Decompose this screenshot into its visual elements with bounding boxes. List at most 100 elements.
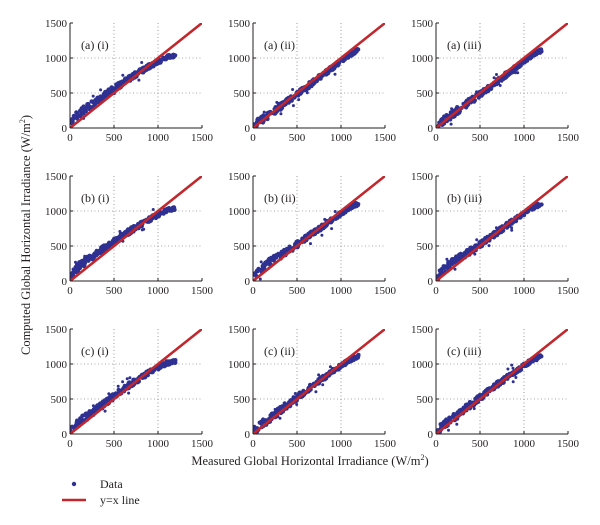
reference-line xyxy=(436,329,568,434)
data-point xyxy=(447,415,452,421)
reference-line xyxy=(436,176,568,281)
data-point xyxy=(269,255,274,260)
y-tick-label: 500 xyxy=(51,394,68,406)
data-point xyxy=(104,90,109,95)
data-point xyxy=(86,102,91,107)
data-point xyxy=(323,217,327,221)
y-tick-label: 0 xyxy=(245,429,251,441)
y-tick-label: 1000 xyxy=(411,53,434,65)
data-point xyxy=(89,99,94,104)
data-point xyxy=(455,422,459,426)
x-tick-label: 500 xyxy=(106,285,123,297)
data-point xyxy=(441,421,446,426)
data-point xyxy=(71,113,76,118)
data-point xyxy=(279,112,283,116)
panel-label: (a) (ii) xyxy=(264,38,295,52)
data-point xyxy=(314,390,318,394)
y-tick-label: 1000 xyxy=(411,206,434,218)
y-tick-label: 0 xyxy=(62,123,68,135)
data-point xyxy=(273,407,277,411)
data-point xyxy=(123,230,128,235)
x-tick-label: 0 xyxy=(250,438,256,450)
data-point xyxy=(276,252,281,257)
data-point xyxy=(439,269,444,274)
x-tick-label: 1000 xyxy=(330,132,353,144)
x-tick-label: 1500 xyxy=(374,438,397,450)
x-tick-label: 500 xyxy=(289,132,306,144)
y-tick-label: 500 xyxy=(234,88,251,100)
data-point xyxy=(116,384,120,388)
x-axis-title: Measured Global Horizontal Irradiance (W… xyxy=(191,453,428,468)
data-point xyxy=(102,93,107,98)
x-tick-label: 500 xyxy=(472,132,489,144)
data-point xyxy=(291,88,295,91)
data-point xyxy=(458,252,463,257)
data-point xyxy=(83,254,87,258)
data-point xyxy=(88,255,93,260)
x-tick-label: 500 xyxy=(289,285,306,297)
reference-line xyxy=(70,329,202,434)
y-tick-label: 1000 xyxy=(228,53,251,65)
data-point xyxy=(140,61,144,64)
data-point xyxy=(506,367,510,371)
data-point xyxy=(261,263,267,268)
panel-label: (b) (i) xyxy=(81,191,109,205)
data-point xyxy=(494,226,498,230)
data-point xyxy=(333,216,338,221)
data-point xyxy=(80,260,85,265)
data-point xyxy=(348,205,353,210)
data-point xyxy=(436,274,439,279)
data-point xyxy=(126,74,131,79)
panel-label: (b) (ii) xyxy=(264,191,296,205)
data-point xyxy=(321,383,325,387)
data-point xyxy=(92,408,97,413)
data-point xyxy=(453,267,457,271)
data-point xyxy=(91,404,95,408)
y-tick-label: 1500 xyxy=(228,18,251,30)
data-point xyxy=(333,72,337,76)
data-point xyxy=(444,417,449,422)
legend-data-marker xyxy=(71,481,77,487)
x-tick-label: 1500 xyxy=(557,438,580,450)
data-point xyxy=(510,363,514,367)
data-point xyxy=(445,257,449,261)
data-point xyxy=(114,236,119,241)
data-point xyxy=(148,65,153,70)
data-point xyxy=(472,407,476,411)
x-tick-label: 500 xyxy=(106,132,123,144)
x-tick-label: 1500 xyxy=(191,132,214,144)
data-point xyxy=(454,254,459,259)
data-point xyxy=(513,71,517,75)
data-point xyxy=(330,227,334,231)
data-point xyxy=(127,391,131,395)
x-tick-label: 1000 xyxy=(330,285,353,297)
y-tick-label: 1500 xyxy=(228,324,251,336)
reference-line xyxy=(70,176,202,281)
data-point xyxy=(510,70,515,75)
y-tick-label: 500 xyxy=(51,88,68,100)
scatter-panel: 0 500 1000 1500 0 500 1000 1500 (a) (iii) xyxy=(411,18,580,144)
x-tick-label: 0 xyxy=(433,438,439,450)
data-point xyxy=(476,95,481,100)
data-point xyxy=(93,100,98,105)
x-tick-label: 1500 xyxy=(191,285,214,297)
x-tick-label: 500 xyxy=(472,285,489,297)
data-point xyxy=(103,409,107,413)
data-point xyxy=(534,52,539,57)
data-point xyxy=(70,424,75,429)
data-point xyxy=(293,392,297,395)
scatter-panel: 0 500 1000 1500 0 500 1000 1500 (c) (iii) xyxy=(411,324,580,450)
data-point xyxy=(137,78,141,82)
x-tick-label: 1000 xyxy=(513,285,536,297)
data-point xyxy=(262,110,266,114)
data-point xyxy=(297,390,303,395)
data-point xyxy=(454,258,459,263)
data-point xyxy=(107,392,111,396)
data-point xyxy=(450,257,455,262)
data-point xyxy=(70,271,75,276)
data-point xyxy=(109,394,114,400)
data-point xyxy=(128,376,132,380)
data-point xyxy=(487,244,491,248)
data-point xyxy=(534,204,539,209)
